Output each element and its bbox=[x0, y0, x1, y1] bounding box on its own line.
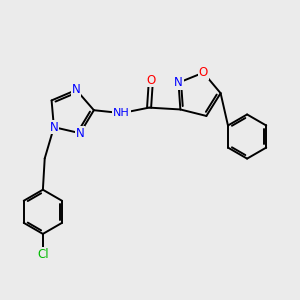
Text: N: N bbox=[174, 76, 183, 89]
Text: NH: NH bbox=[113, 108, 130, 118]
Text: Cl: Cl bbox=[37, 248, 49, 261]
Text: N: N bbox=[72, 83, 81, 97]
Text: N: N bbox=[50, 121, 58, 134]
Text: O: O bbox=[199, 66, 208, 79]
Text: O: O bbox=[146, 74, 155, 86]
Text: N: N bbox=[76, 127, 84, 140]
